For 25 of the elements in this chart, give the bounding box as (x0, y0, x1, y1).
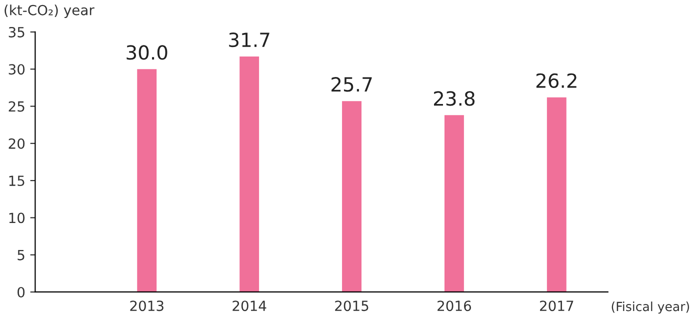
bar (444, 115, 464, 292)
x-tick-label: 2016 (438, 300, 472, 312)
x-axis-title: (Fisical year) (612, 302, 690, 314)
data-label: 23.8 (434, 91, 475, 106)
bar (546, 97, 566, 292)
bar (240, 56, 260, 292)
y-tick-label: 25 (8, 101, 24, 112)
data-label: 31.7 (229, 32, 270, 48)
data-label: 26.2 (536, 73, 576, 88)
data-label: 25.7 (332, 77, 372, 92)
x-tick-label: 2013 (130, 300, 164, 312)
y-tick-label: 10 (9, 212, 25, 224)
data-label: 30.0 (126, 45, 168, 60)
y-tick-label: 35 (8, 26, 24, 38)
y-axis-title: (kt-CO₂) year (4, 4, 94, 18)
bar (137, 69, 157, 292)
x-tick-label: 2017 (540, 300, 574, 312)
x-tick-label: 2014 (232, 300, 266, 312)
y-tick-label: 15 (9, 176, 24, 186)
x-tick-label: 2015 (335, 300, 368, 312)
bar (342, 101, 362, 292)
y-tick-label: 30 (8, 64, 25, 75)
y-tick-label: 20 (8, 138, 25, 149)
y-tick-label: 0 (18, 286, 25, 298)
y-tick-label: 5 (18, 250, 24, 260)
